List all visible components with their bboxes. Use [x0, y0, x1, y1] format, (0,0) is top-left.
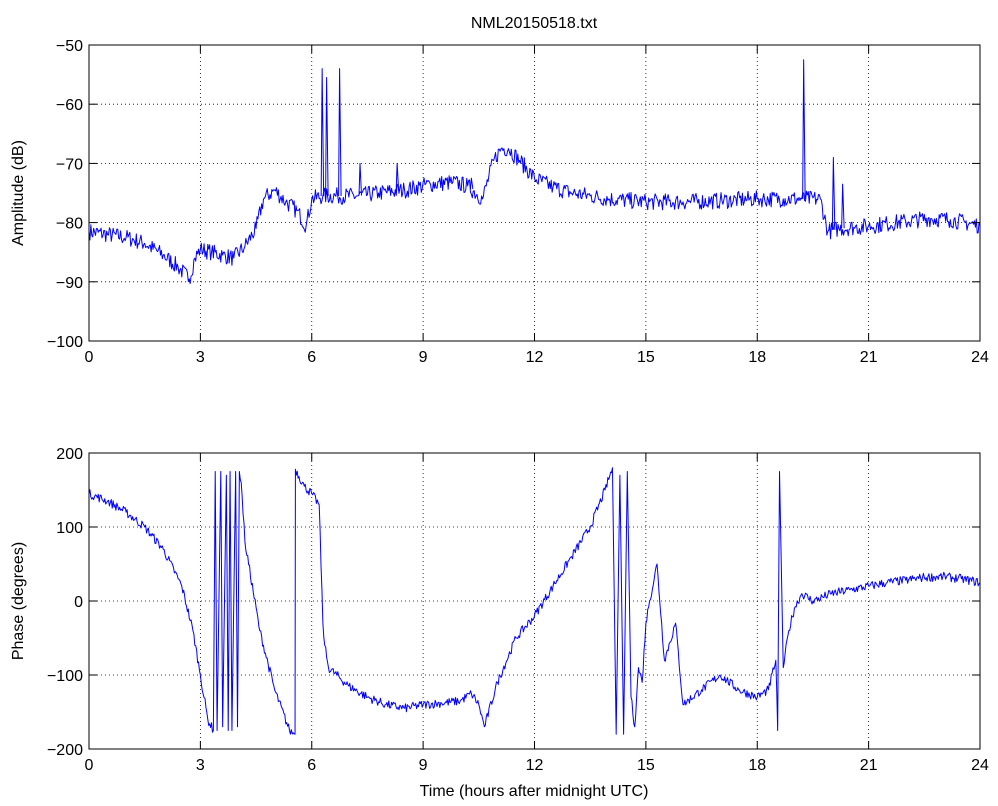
phase-series [88, 467, 981, 735]
phase-y-tick-label: 200 [56, 446, 83, 463]
phase-y-tick-label: 0 [74, 594, 83, 611]
phase-x-tick-label: 24 [971, 757, 989, 774]
plot-title: NML20150518.txt [471, 15, 598, 32]
phase-x-tick-label: 21 [860, 757, 878, 774]
phase-ticks: 0 3 6 9 12 15 18 21 24 −200 −100 0 100 200 [47, 446, 989, 774]
amplitude-x-tick-label: 12 [526, 349, 544, 366]
phase-x-tick-label: 6 [307, 757, 316, 774]
amplitude-spike [338, 68, 342, 196]
phase-line-series-0 [88, 467, 981, 735]
amplitude-spike [325, 77, 329, 196]
amplitude-x-tick-label: 6 [307, 349, 316, 366]
amplitude-x-tick-label: 0 [85, 349, 94, 366]
amplitude-spike [831, 156, 836, 231]
phase-x-tick-label: 9 [419, 757, 428, 774]
phase-x-tick-label: 3 [196, 757, 205, 774]
amplitude-spike [395, 162, 400, 191]
amplitude-y-tick-label: −80 [56, 216, 83, 233]
amplitude-x-tick-label: 3 [196, 349, 205, 366]
amplitude-axes: 0 3 6 9 12 15 18 21 24 −100 −90 −80 −70 −60 −50 NML201… [10, 15, 989, 366]
amplitude-series [88, 59, 981, 284]
amplitude-ticks: 0 3 6 9 12 15 18 21 24 −100 −90 −80 −70 −60 −50 [47, 38, 989, 366]
phase-axes: 0 3 6 9 12 15 18 21 24 −200 −100 0 100 200 Time (hour… [10, 446, 989, 800]
amplitude-y-tick-label: −90 [56, 275, 83, 292]
amplitude-y-tick-label: −60 [56, 97, 83, 114]
amplitude-y-tick-label: −70 [56, 156, 83, 173]
amplitude-y-tick-label: −50 [56, 38, 83, 55]
phase-y-tick-label: 100 [56, 520, 83, 537]
amplitude-spike [358, 162, 363, 196]
amplitude-line-series-0 [88, 147, 981, 284]
amplitude-x-tick-label: 15 [637, 349, 655, 366]
amplitude-spike [802, 59, 806, 199]
phase-x-tick-label: 0 [85, 757, 94, 774]
amplitude-spike [469, 177, 474, 190]
amplitude-x-tick-label: 24 [971, 349, 989, 366]
amplitude-x-tick-label: 21 [860, 349, 878, 366]
phase-x-tick-label: 18 [748, 757, 766, 774]
amplitude-x-tick-label: 9 [419, 349, 428, 366]
amplitude-spike [320, 68, 325, 197]
amplitude-spike [841, 183, 845, 229]
phase-y-tick-label: −100 [47, 668, 83, 685]
amplitude-y-tick-label: −100 [47, 334, 83, 351]
amplitude-y-axis-label: Amplitude (dB) [10, 140, 27, 246]
phase-y-tick-label: −200 [47, 742, 83, 759]
phase-x-tick-label: 12 [526, 757, 544, 774]
phase-y-axis-label: Phase (degrees) [10, 542, 27, 660]
phase-x-tick-label: 15 [637, 757, 655, 774]
amplitude-x-tick-label: 18 [748, 349, 766, 366]
phase-x-axis-label: Time (hours after midnight UTC) [420, 783, 649, 800]
amplitude-grid [89, 45, 980, 341]
